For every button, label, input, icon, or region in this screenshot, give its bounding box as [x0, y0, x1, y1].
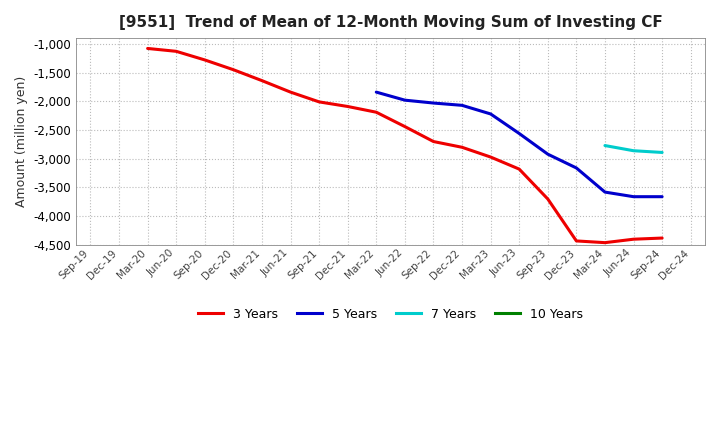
Legend: 3 Years, 5 Years, 7 Years, 10 Years: 3 Years, 5 Years, 7 Years, 10 Years [194, 303, 588, 326]
Title: [9551]  Trend of Mean of 12-Month Moving Sum of Investing CF: [9551] Trend of Mean of 12-Month Moving … [119, 15, 662, 30]
Y-axis label: Amount (million yen): Amount (million yen) [15, 76, 28, 207]
